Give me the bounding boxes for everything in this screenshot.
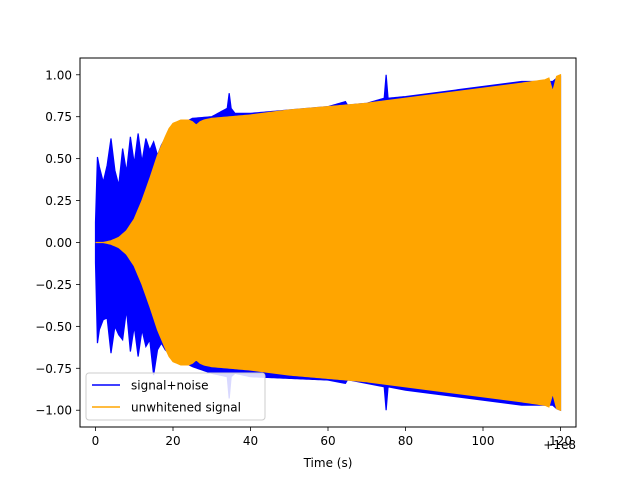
x-tick-label: 120 [549,434,572,448]
series-layer [94,73,562,412]
legend[interactable]: signal+noise unwhitened signal [85,372,266,421]
y-tick-label: −1.00 [35,404,72,418]
x-tick-label: 100 [472,434,495,448]
x-tick-label: 40 [243,434,258,448]
y-tick-label: 0.00 [45,236,72,250]
x-axis-ticks: 0 20 40 60 80 100 120 [92,427,572,448]
x-tick-label: 0 [92,434,100,448]
y-axis-ticks: −1.00 −0.75 −0.50 −0.25 0.00 0.25 0.50 0.75 1.00 [35,68,80,418]
y-tick-label: −0.25 [35,278,72,292]
y-tick-label: 0.25 [45,194,72,208]
legend-label-unwhitened-signal: unwhitened signal [131,401,241,415]
legend-box [85,372,266,421]
x-tick-label: 20 [165,434,180,448]
legend-label-signal-noise: signal+noise [131,379,208,393]
series-unwhitened-signal [95,73,562,412]
x-tick-label: 60 [320,434,335,448]
x-axis-label: Time (s) [303,456,353,470]
y-tick-label: 0.75 [45,110,72,124]
y-tick-label: 1.00 [45,68,72,82]
y-tick-label: −0.75 [35,362,72,376]
y-tick-label: −0.50 [35,320,72,334]
y-tick-label: 0.50 [45,152,72,166]
x-tick-label: 80 [398,434,413,448]
x-axis-offset-label: +1e8 [543,438,576,452]
